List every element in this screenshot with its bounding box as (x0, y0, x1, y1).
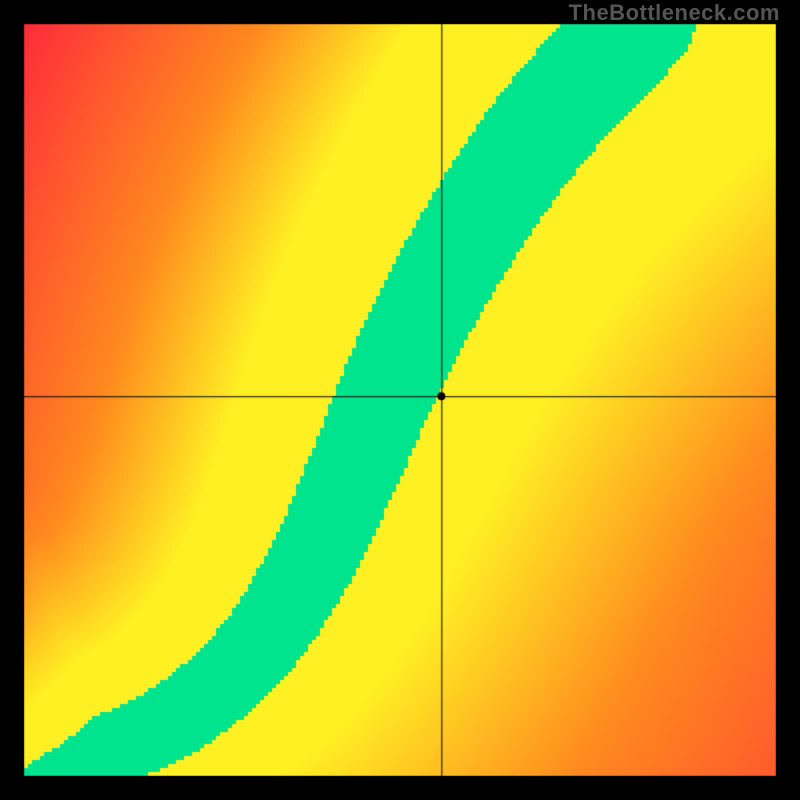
bottleneck-heatmap: TheBottleneck.com (0, 0, 800, 800)
overlay-canvas (0, 0, 800, 800)
watermark-text: TheBottleneck.com (569, 0, 780, 26)
